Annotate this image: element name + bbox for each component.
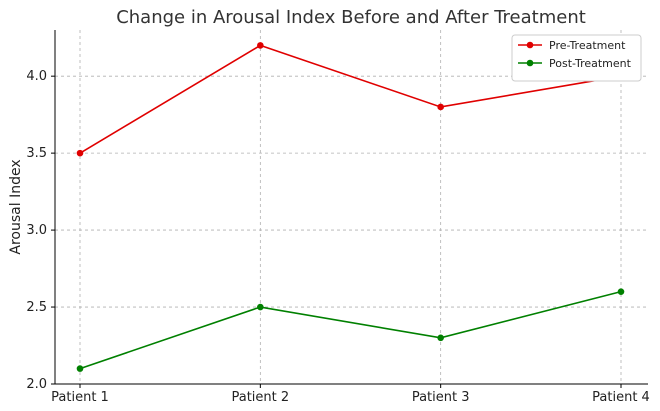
tick-labels: 2.0 2.5 3.0 3.5 4.0 Patient 1 Patient 2 Patient… xyxy=(26,69,650,405)
series-line-2 xyxy=(79,290,622,370)
series xyxy=(76,42,625,372)
legend: Pre-Treatment Post-Treatment xyxy=(511,34,642,82)
x-tick-label: Patient 3 xyxy=(412,390,470,405)
data-point xyxy=(257,303,264,311)
y-tick-label: 4.0 xyxy=(26,69,47,84)
legend-label: Pre-Treatment xyxy=(549,39,626,52)
data-point xyxy=(76,365,84,372)
data-point xyxy=(437,334,444,342)
grid xyxy=(55,30,648,385)
axes xyxy=(51,30,648,388)
y-tick-label: 2.5 xyxy=(26,300,47,315)
y-tick-label: 3.5 xyxy=(26,146,47,161)
x-tick-label: Patient 4 xyxy=(592,390,650,405)
legend-box xyxy=(511,34,642,82)
y-axis-label: Arousal Index xyxy=(8,159,24,254)
data-point xyxy=(257,42,264,49)
legend-marker xyxy=(526,59,534,67)
legend-marker xyxy=(526,41,534,49)
x-tick-label: Patient 1 xyxy=(51,390,109,405)
data-point xyxy=(76,149,84,157)
y-tick-label: 2.0 xyxy=(26,377,47,392)
legend-label: Post-Treatment xyxy=(549,57,632,70)
y-tick-label: 3.0 xyxy=(26,223,47,238)
x-tick-label: Patient 2 xyxy=(231,390,289,405)
series-line-1 xyxy=(79,44,622,154)
data-point xyxy=(617,288,625,295)
chart-title: Change in Arousal Index Before and After… xyxy=(116,7,586,28)
data-point xyxy=(437,103,444,111)
